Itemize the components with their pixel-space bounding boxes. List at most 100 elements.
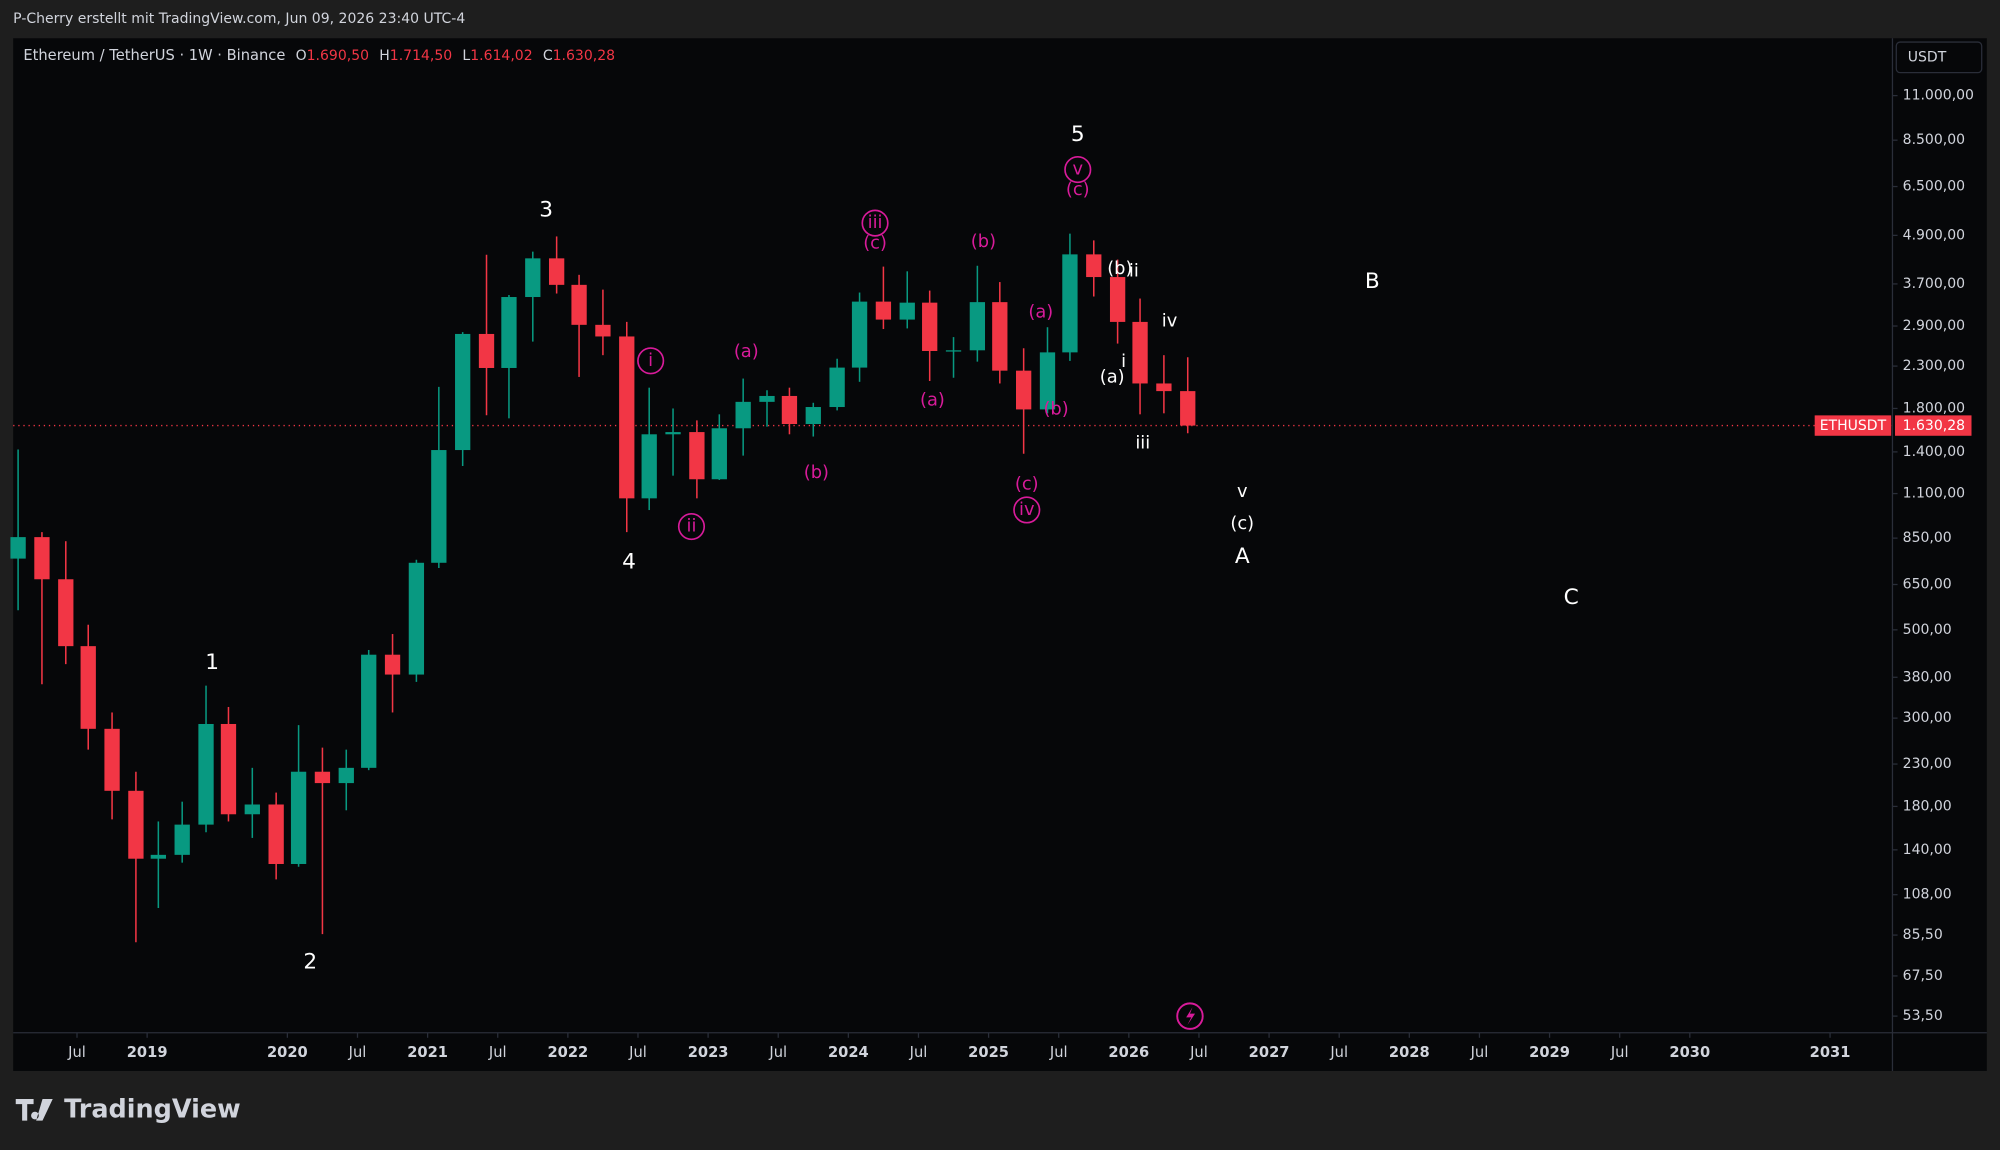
wave-label: 1 — [205, 650, 219, 675]
candle-body — [220, 723, 237, 815]
wave-label: iv — [1162, 310, 1178, 331]
ohlc-key: C — [543, 48, 553, 64]
candle-body — [805, 407, 821, 425]
alert-icon[interactable] — [1176, 1002, 1204, 1030]
currency[interactable]: USDT — [1908, 49, 1947, 65]
candle-body — [290, 771, 307, 864]
symbol-tag: ETHUSDT — [1820, 418, 1887, 434]
candle-body — [548, 258, 565, 285]
wave-label: (c) — [1066, 179, 1090, 200]
last-price-label: 1.630,28 — [1903, 418, 1965, 434]
alert-bolt[interactable] — [1186, 1007, 1196, 1026]
wave-label: A — [1235, 544, 1250, 569]
wave-label: (b) — [1107, 258, 1132, 279]
wave-label: (c) — [863, 233, 887, 254]
x-tick-label: Jul — [628, 1044, 647, 1061]
x-tick-label: Jul — [1610, 1044, 1629, 1061]
candle-body — [408, 562, 425, 675]
y-tick-label: 67,50 — [1903, 968, 1943, 984]
x-tick-label: Jul — [67, 1044, 86, 1061]
candle-body — [1109, 277, 1126, 322]
candle-body — [1039, 352, 1056, 410]
y-tick-label: 3.700,00 — [1903, 276, 1965, 292]
symbol-tag-bg — [1814, 415, 1892, 436]
candle-body — [665, 432, 681, 435]
chart-area — [13, 38, 1987, 1071]
candle-body — [10, 537, 26, 559]
wave-label: (a) — [920, 389, 945, 410]
wave-label: 3 — [539, 197, 553, 222]
x-tick-label: 2023 — [688, 1044, 729, 1061]
y-tick-label: 1.100,00 — [1903, 486, 1965, 502]
y-tick-label: 2.900,00 — [1903, 318, 1965, 334]
candle-body — [198, 723, 214, 825]
candle-body — [174, 824, 190, 855]
logo: TradingView — [15, 1094, 241, 1124]
wave-label: 4 — [622, 549, 636, 574]
candle-body — [478, 333, 495, 368]
logo-text: TradingView — [64, 1094, 241, 1124]
y-tick-label: 650,00 — [1903, 576, 1952, 592]
wave-label: 5 — [1071, 122, 1085, 147]
wave-label: (b) — [971, 231, 996, 252]
ohlc-key: H — [379, 48, 390, 64]
candle-body — [945, 350, 962, 352]
candle-body — [1062, 254, 1078, 353]
ohlc-key: O — [296, 48, 307, 64]
wave-label: ii — [1129, 261, 1139, 282]
candle-body — [641, 434, 657, 499]
x-tick-label: 2026 — [1108, 1044, 1149, 1061]
x-tick-label: 2019 — [127, 1044, 168, 1061]
candle-body — [80, 646, 96, 729]
x-tick-label: 2028 — [1389, 1044, 1430, 1061]
candle-body — [969, 302, 986, 351]
x-tick-label: 2024 — [828, 1044, 869, 1061]
wave-label: (b) — [1043, 398, 1068, 419]
y-tick-label: 8.500,00 — [1903, 132, 1965, 148]
candle-body — [992, 302, 1008, 371]
alert-circle[interactable] — [1176, 1002, 1204, 1030]
candle-body — [104, 728, 120, 791]
x-tick-label: Jul — [909, 1044, 928, 1061]
ohlc-value: 1.614,02 — [470, 48, 532, 64]
candle-body — [268, 804, 284, 864]
candle-body — [689, 432, 705, 480]
symbol: Ethereum / TetherUS · 1W · Binance — [23, 47, 285, 64]
candle-body — [361, 654, 377, 768]
candle-body — [1086, 254, 1102, 278]
wave-label: (c) — [1015, 473, 1039, 494]
candle-body — [851, 301, 868, 368]
currency-button[interactable] — [1895, 41, 1983, 74]
x-tick-label: Jul — [1189, 1044, 1208, 1061]
wave-label: v — [1072, 159, 1083, 180]
candle-body — [501, 297, 517, 368]
logo-mark — [15, 1099, 53, 1121]
candle-body — [875, 301, 892, 320]
wave-label: (b) — [804, 462, 829, 483]
candle-body — [314, 771, 331, 784]
wave-label: (c) — [1230, 513, 1254, 534]
wave-label: v — [1237, 481, 1248, 502]
wave-label: iii — [1135, 433, 1150, 454]
x-tick-label: 2029 — [1529, 1044, 1570, 1061]
wave-label: iii — [868, 212, 883, 233]
x-tick-label: Jul — [1470, 1044, 1489, 1061]
wave-label: iv — [1019, 499, 1035, 520]
candle-body — [455, 333, 471, 451]
y-tick-label: 380,00 — [1903, 669, 1952, 685]
wave-label: (a) — [1100, 366, 1125, 387]
y-tick-label: 180,00 — [1903, 798, 1952, 814]
candle-body — [128, 790, 144, 859]
candle-body — [711, 428, 727, 480]
x-tick-label: 2030 — [1669, 1044, 1710, 1061]
x-tick-label: Jul — [488, 1044, 507, 1061]
ohlc-value: 1.714,50 — [390, 48, 452, 64]
x-tick-label: 2022 — [547, 1044, 588, 1061]
candle-body — [922, 302, 938, 351]
y-tick-label: 1.400,00 — [1903, 444, 1965, 460]
wave-circle — [1013, 496, 1041, 524]
y-tick-label: 6.500,00 — [1903, 179, 1965, 195]
candle-body — [759, 395, 775, 402]
